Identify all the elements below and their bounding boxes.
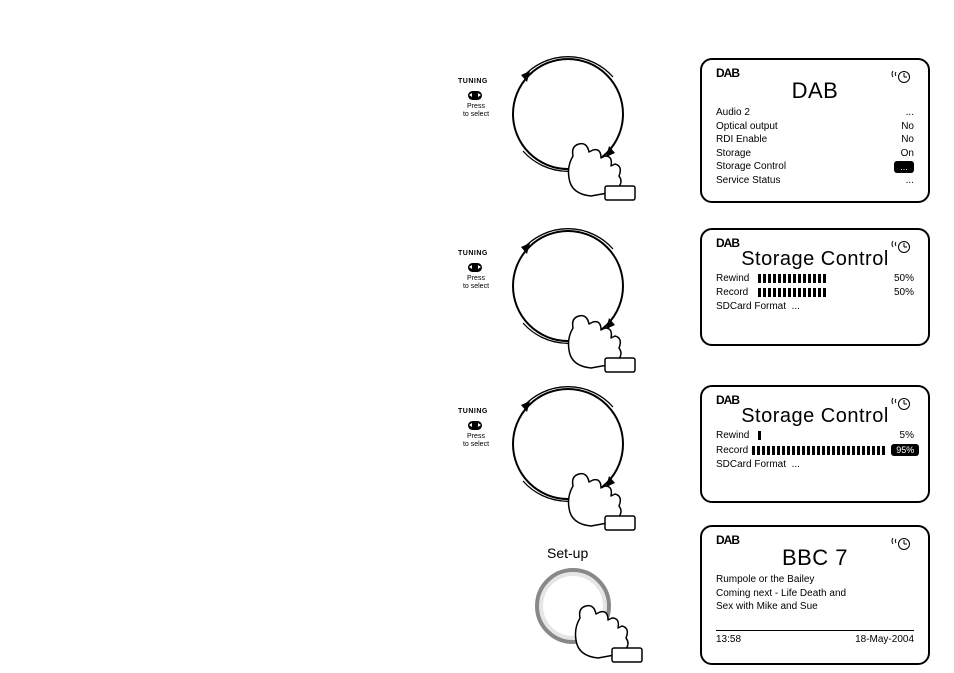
record-bar[interactable] — [752, 445, 887, 455]
menu-item-label: RDI Enable — [716, 133, 767, 147]
programme-line2: Coming next - Life Death and — [716, 587, 914, 601]
screen-storage-control-1: DAB Storage Control Rewind 50% Record 50… — [700, 228, 930, 346]
alarm-clock-icon — [888, 535, 914, 551]
screen-title: DAB — [716, 78, 914, 104]
rewind-bar[interactable] — [758, 274, 880, 284]
programme-line1: Rumpole or the Bailey — [716, 573, 914, 587]
screen-storage-control-2: DAB Storage Control Rewind 5% Record 95%… — [700, 385, 930, 503]
screen-title: Storage Control — [716, 405, 914, 428]
tuning-rotation-arrows — [493, 214, 643, 364]
rewind-label: Rewind — [716, 273, 754, 284]
tuning-knob-3: TUNING Pressto select — [458, 380, 718, 525]
record-bar-row: Record 50% — [716, 287, 914, 298]
menu-item[interactable]: Service Status... — [716, 174, 914, 188]
tuning-press-text: Pressto select — [457, 275, 495, 292]
record-bar-row: Record 95% — [716, 444, 914, 456]
menu-item-value: ... — [906, 106, 914, 120]
menu-item-value: ... — [906, 174, 914, 188]
screen-title: BBC 7 — [716, 545, 914, 571]
record-bar[interactable] — [758, 288, 880, 298]
rewind-label: Rewind — [716, 430, 754, 441]
menu-item[interactable]: Storage Control... — [716, 160, 914, 174]
date-display: 18-May-2004 — [855, 634, 914, 645]
sdcard-format-row[interactable]: SDCard Format ... — [716, 459, 914, 470]
tuning-press-icon — [468, 421, 482, 430]
time-display: 13:58 — [716, 634, 741, 645]
setup-label: Set-up — [547, 545, 588, 561]
alarm-clock-icon — [888, 395, 914, 411]
alarm-clock-icon — [888, 238, 914, 254]
menu-item[interactable]: Audio 2... — [716, 106, 914, 120]
dab-logo: DAB — [716, 533, 739, 547]
programme-line3: Sex with Mike and Sue — [716, 600, 914, 614]
tuning-label: TUNING — [458, 250, 488, 257]
tuning-label: TUNING — [458, 78, 488, 85]
tuning-press-icon — [468, 263, 482, 272]
tuning-rotation-arrows — [493, 42, 643, 192]
screen-now-playing: DAB BBC 7 Rumpole or the Bailey Coming n… — [700, 525, 930, 665]
rewind-percent: 5% — [884, 430, 914, 441]
tuning-press-text: Pressto select — [457, 103, 495, 120]
menu-item-value: On — [901, 147, 914, 161]
sdcard-format-row[interactable]: SDCard Format ... — [716, 301, 914, 312]
rewind-bar-row: Rewind 50% — [716, 273, 914, 284]
screen-footer: 13:58 18-May-2004 — [716, 630, 914, 645]
rewind-percent: 50% — [884, 273, 914, 284]
alarm-clock-icon — [888, 68, 914, 84]
screen-title: Storage Control — [716, 248, 914, 271]
menu-item-value: ... — [894, 161, 914, 173]
menu-item-label: Audio 2 — [716, 106, 750, 120]
record-label: Record — [716, 287, 754, 298]
menu-item-label: Storage — [716, 147, 751, 161]
tuning-knob-1: TUNING Pressto select — [458, 50, 718, 195]
menu-item-label: Storage Control — [716, 160, 786, 174]
menu-item-value: No — [901, 133, 914, 147]
record-percent: 50% — [884, 287, 914, 298]
menu-item-value: No — [901, 120, 914, 134]
menu-item-label: Service Status — [716, 174, 780, 188]
dab-logo: DAB — [716, 66, 739, 80]
tuning-press-text: Pressto select — [457, 433, 495, 450]
rewind-bar-row: Rewind 5% — [716, 430, 914, 441]
dab-logo: DAB — [716, 393, 739, 407]
tuning-knob-2: TUNING Pressto select — [458, 222, 718, 367]
screen-dab-menu: DAB DAB Audio 2...Optical outputNoRDI En… — [700, 58, 930, 203]
dab-logo: DAB — [716, 236, 739, 250]
menu-item[interactable]: Optical output No — [716, 120, 914, 134]
tuning-rotation-arrows — [493, 372, 643, 522]
menu-item-label: Optical output — [716, 120, 778, 134]
tuning-press-icon — [468, 91, 482, 100]
menu-list: Audio 2...Optical outputNoRDI EnableNoSt… — [716, 106, 914, 187]
rewind-bar[interactable] — [758, 431, 880, 441]
menu-item[interactable]: RDI Enable No — [716, 133, 914, 147]
menu-item[interactable]: Storage On — [716, 147, 914, 161]
setup-button[interactable] — [535, 568, 611, 644]
tuning-label: TUNING — [458, 408, 488, 415]
record-percent: 95% — [891, 444, 919, 456]
record-label: Record — [716, 445, 748, 456]
